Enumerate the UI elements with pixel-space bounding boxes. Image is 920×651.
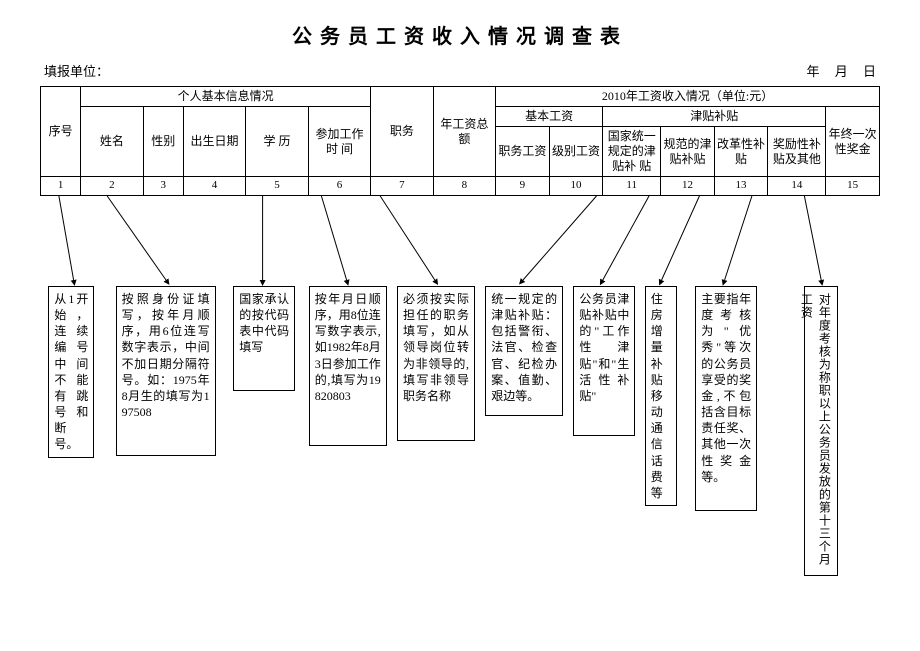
col-duty: 职务 xyxy=(371,87,433,177)
col-edu: 学 历 xyxy=(246,107,308,177)
month-label: 月 xyxy=(835,61,848,80)
col-duty-salary: 职务工资 xyxy=(496,127,550,177)
col-level-salary: 级别工资 xyxy=(549,127,603,177)
arrow-12 xyxy=(603,196,649,280)
col-reward: 奖励性补贴及其他 xyxy=(768,127,826,177)
col-num-5: 5 xyxy=(246,177,308,196)
arrow-1 xyxy=(59,196,74,280)
col-gender: 性别 xyxy=(143,107,183,177)
col-name: 姓名 xyxy=(81,107,143,177)
note-n2: 按照身份证填写，按年月顺序，用6位连写数字表示，中间不加日期分隔符号。如：197… xyxy=(116,286,216,456)
group-personal: 个人基本信息情况 xyxy=(81,87,371,107)
group-basic-salary: 基本工资 xyxy=(496,107,603,127)
org-label: 填报单位： xyxy=(44,61,109,80)
date-labels: 年 月 日 xyxy=(794,61,876,80)
arrow-6 xyxy=(321,196,346,280)
arrow-14 xyxy=(725,196,752,280)
note-n14: 主要指年度考核为"优秀"等次的公务员享受的奖金,不包括含目标责任奖、其他一次性奖… xyxy=(695,286,757,511)
arrow-13 xyxy=(662,196,700,280)
note-n12: 公务员津贴补贴中的"工作性津贴"和"生活性补贴" xyxy=(573,286,635,436)
group-allowance: 津贴补贴 xyxy=(603,107,826,127)
col-std-allow: 规范的津贴补贴 xyxy=(661,127,715,177)
col-num-11: 11 xyxy=(603,177,661,196)
col-num-10: 10 xyxy=(549,177,603,196)
col-num-14: 14 xyxy=(768,177,826,196)
col-national-allow: 国家统一规定的津贴补 贴 xyxy=(603,127,661,177)
col-num-7: 7 xyxy=(371,177,433,196)
col-num-2: 2 xyxy=(81,177,143,196)
meta-row: 填报单位： 年 月 日 xyxy=(40,61,880,80)
note-n7: 必须按实际担任的职务填写，如从领导岗位转为非领导的,填写非领导职务名称 xyxy=(397,286,475,441)
arrow-11 xyxy=(523,196,597,280)
note-n15: 对年度考核为称职以上公务员发放的第十三个月工资 xyxy=(804,286,838,576)
col-reform: 改革性补 贴 xyxy=(714,127,768,177)
day-label: 日 xyxy=(863,61,876,80)
number-row: 123456789101112131415 xyxy=(41,177,880,196)
col-num-9: 9 xyxy=(496,177,550,196)
year-label: 年 xyxy=(806,61,819,80)
col-num-1: 1 xyxy=(41,177,81,196)
annotation-area: 从1开始，连续编号中间不能有跳号和断号。按照身份证填写，按年月顺序，用6位连写数… xyxy=(40,196,880,576)
arrow-2 xyxy=(107,196,166,280)
col-birth: 出生日期 xyxy=(183,107,245,177)
note-n5: 国家承认的按代码表中代码填写 xyxy=(233,286,295,391)
note-n13: 住房增量补贴移动通信话费等 xyxy=(645,286,677,506)
group-income: 2010年工资收入情况（单位:元） xyxy=(496,87,880,107)
note-n1: 从1开始，连续编号中间不能有跳号和断号。 xyxy=(48,286,94,458)
col-bonus: 年终一次性奖金 xyxy=(826,107,880,177)
col-num-15: 15 xyxy=(826,177,880,196)
arrow-7 xyxy=(380,196,435,280)
page-title: 公务员工资收入情况调查表 xyxy=(40,20,880,49)
arrow-15 xyxy=(804,196,821,280)
col-num-12: 12 xyxy=(661,177,715,196)
col-num-8: 8 xyxy=(433,177,495,196)
col-num-6: 6 xyxy=(308,177,370,196)
col-workdate: 参加工作时 间 xyxy=(308,107,370,177)
col-annual: 年工资总 额 xyxy=(433,87,495,177)
col-num-13: 13 xyxy=(714,177,768,196)
col-num-3: 3 xyxy=(143,177,183,196)
note-n11: 统一规定的津贴补贴：包括警衔、法官、检查官、纪检办案、值勤、艰边等。 xyxy=(485,286,563,416)
col-num-4: 4 xyxy=(183,177,245,196)
col-seq: 序号 xyxy=(41,87,81,177)
header-row-1: 序号 个人基本信息情况 职务 年工资总 额 2010年工资收入情况（单位:元） xyxy=(41,87,880,107)
survey-table: 序号 个人基本信息情况 职务 年工资总 额 2010年工资收入情况（单位:元） … xyxy=(40,86,880,196)
note-n6: 按年月日顺序，用8位连写数字表示,如1982年8月3日参加工作的,填写为1982… xyxy=(309,286,387,446)
